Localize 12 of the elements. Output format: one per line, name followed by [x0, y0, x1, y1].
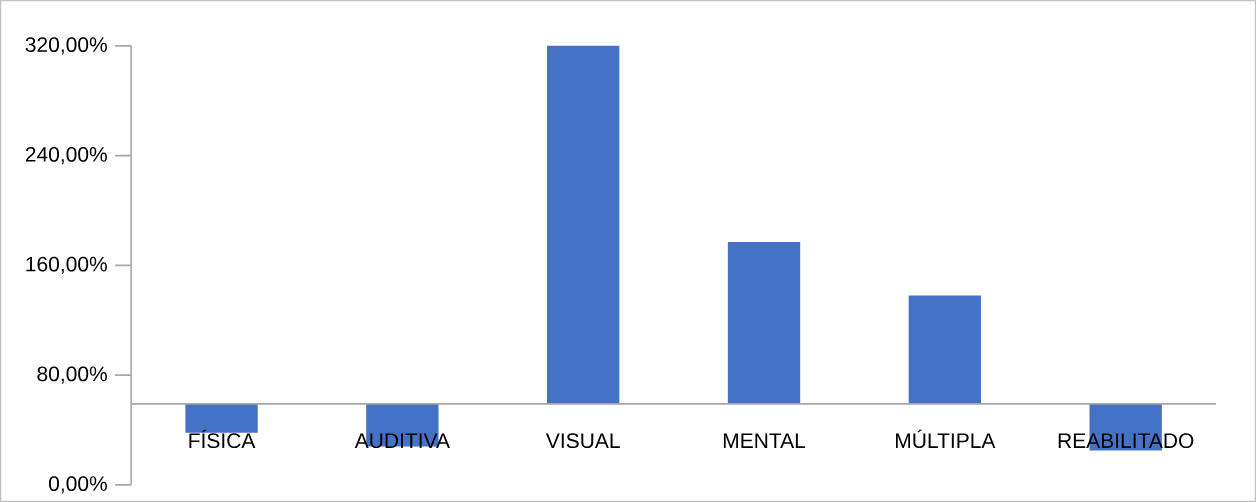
x-tick-label: VISUAL	[545, 433, 620, 449]
y-tick-label: 0,00%	[48, 476, 107, 494]
bar	[727, 242, 801, 404]
y-tick-label: 320,00%	[25, 37, 107, 55]
x-tick-label: MÚLTIPLA	[896, 429, 996, 449]
y-tick-label: 160,00%	[26, 256, 107, 275]
x-tick-label: MENTAL	[723, 433, 806, 448]
x-tick-label: FÍSICA	[189, 429, 256, 449]
y-tick-label: 240,00%	[25, 146, 107, 165]
bar	[547, 45, 620, 404]
y-tick-label: 80,00%	[37, 366, 107, 384]
bar	[908, 295, 982, 404]
